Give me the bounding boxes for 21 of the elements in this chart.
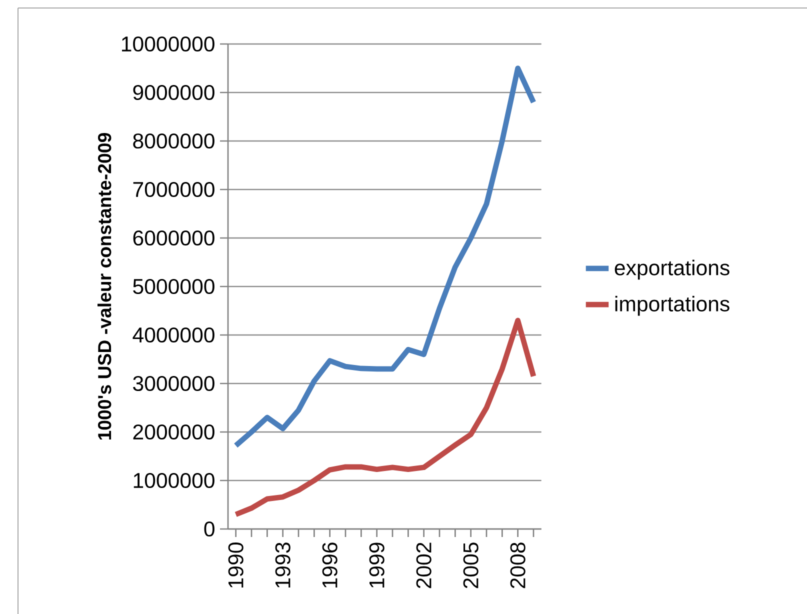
y-tick-label: 6000000 xyxy=(133,230,214,246)
x-tick-label: 1996 xyxy=(322,542,338,588)
x-tick-label: 1993 xyxy=(275,542,290,588)
y-axis-title: 1000's USD -valeur constante-2009 xyxy=(98,133,112,440)
y-tick-label: 2000000 xyxy=(133,424,214,440)
x-tick-label: 1990 xyxy=(228,542,244,588)
x-tick-label: 2002 xyxy=(416,542,432,588)
y-tick-label: 3000000 xyxy=(133,376,214,392)
y-tick-label: 10000000 xyxy=(122,36,214,52)
y-tick-label: 9000000 xyxy=(133,84,214,100)
y-tick-label: 7000000 xyxy=(133,182,214,198)
x-tick-label: 2005 xyxy=(463,542,478,588)
legend-label: exportations xyxy=(614,260,730,280)
legend-label: importations xyxy=(615,296,730,316)
y-tick-label: 0 xyxy=(204,521,214,537)
y-tick-label: 5000000 xyxy=(133,278,214,294)
x-tick-label: 1999 xyxy=(369,542,384,588)
x-tick-label: 2008 xyxy=(510,542,526,588)
y-tick-label: 8000000 xyxy=(133,133,214,149)
y-tick-label: 1000000 xyxy=(134,472,214,488)
y-tick-label: 4000000 xyxy=(132,327,214,343)
